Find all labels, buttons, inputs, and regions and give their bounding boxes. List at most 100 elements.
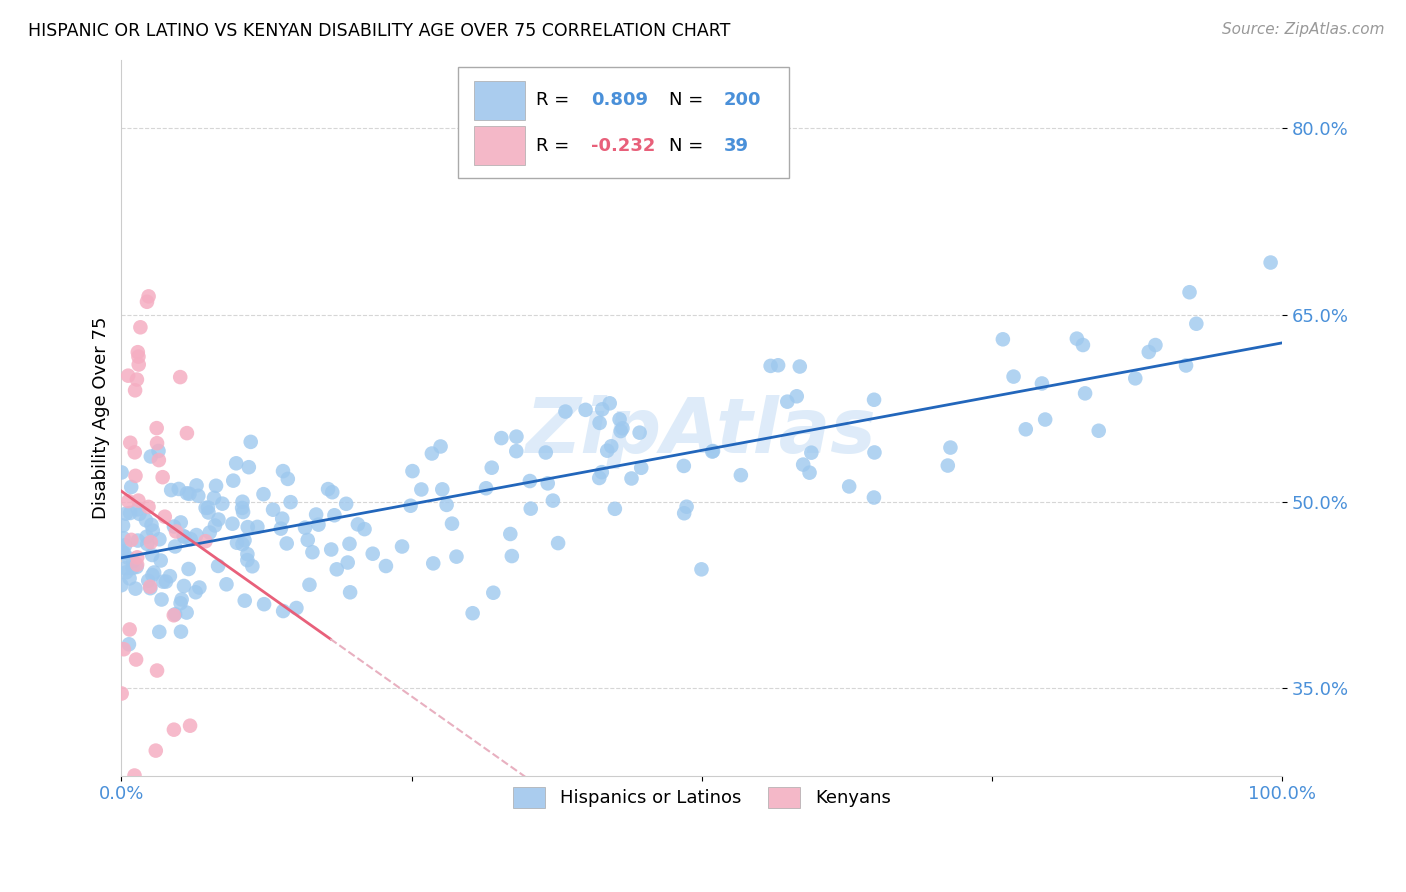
Point: [159, 569, 181, 583]
Point: [165, 524, 187, 539]
Point: [422, 557, 444, 571]
Point: [173, 530, 195, 544]
Point: [863, 392, 886, 407]
Point: [374, 559, 396, 574]
Point: [118, 637, 141, 651]
Point: [205, 479, 228, 493]
Point: [240, 559, 263, 574]
Point: [167, 482, 190, 496]
Point: [588, 416, 610, 430]
Point: [117, 551, 139, 566]
Point: [481, 460, 503, 475]
Point: [124, 445, 146, 459]
Point: [207, 558, 229, 573]
Point: [145, 421, 167, 435]
Point: [117, 494, 139, 508]
Point: [766, 358, 789, 372]
Point: [323, 508, 346, 523]
Point: [501, 549, 523, 563]
Point: [1260, 255, 1282, 269]
Point: [118, 623, 141, 637]
Point: [236, 547, 259, 561]
Point: [136, 574, 159, 588]
Point: [136, 294, 159, 309]
Point: [838, 479, 860, 493]
Point: [125, 652, 148, 666]
Point: [253, 597, 276, 611]
Point: [236, 520, 259, 534]
Point: [541, 493, 564, 508]
Point: [1087, 424, 1109, 438]
Point: [440, 516, 463, 531]
Y-axis label: Disability Age Over 75: Disability Age Over 75: [93, 317, 110, 519]
Point: [127, 550, 149, 565]
Point: [231, 537, 253, 551]
Point: [789, 359, 811, 374]
FancyBboxPatch shape: [458, 67, 789, 178]
Point: [612, 421, 634, 435]
Point: [232, 505, 254, 519]
Point: [236, 553, 259, 567]
Point: [702, 444, 724, 458]
Point: [547, 536, 569, 550]
Point: [1137, 345, 1160, 359]
Point: [499, 527, 522, 541]
Point: [115, 566, 138, 580]
Point: [482, 586, 505, 600]
Point: [475, 481, 498, 495]
Point: [180, 533, 202, 547]
Point: [127, 493, 149, 508]
Point: [146, 664, 169, 678]
Point: [188, 581, 211, 595]
Point: [124, 384, 146, 398]
Point: [129, 320, 152, 334]
Point: [335, 497, 357, 511]
Point: [554, 404, 576, 418]
Point: [114, 561, 136, 575]
Point: [127, 558, 149, 572]
Point: [128, 507, 150, 521]
Point: [150, 592, 173, 607]
Text: R =: R =: [536, 136, 569, 154]
Point: [170, 624, 193, 639]
Point: [148, 444, 170, 458]
Point: [204, 518, 226, 533]
Point: [702, 444, 724, 458]
Point: [149, 553, 172, 567]
Text: HISPANIC OR LATINO VS KENYAN DISABILITY AGE OVER 75 CORRELATION CHART: HISPANIC OR LATINO VS KENYAN DISABILITY …: [28, 22, 731, 40]
Point: [1033, 412, 1056, 426]
Point: [127, 350, 149, 364]
FancyBboxPatch shape: [474, 81, 526, 120]
Point: [187, 489, 209, 503]
Point: [125, 560, 148, 574]
Point: [316, 482, 339, 496]
Legend: Hispanics or Latinos, Kenyans: Hispanics or Latinos, Kenyans: [503, 778, 900, 816]
Point: [534, 445, 557, 459]
Point: [1066, 332, 1088, 346]
Point: [239, 434, 262, 449]
Point: [186, 528, 208, 542]
Point: [177, 562, 200, 576]
Point: [863, 491, 886, 505]
Point: [141, 568, 163, 582]
Point: [231, 494, 253, 508]
Point: [609, 412, 631, 426]
Point: [124, 582, 146, 596]
Point: [391, 540, 413, 554]
Point: [111, 544, 134, 558]
Point: [169, 370, 191, 384]
Point: [194, 534, 217, 549]
Point: [176, 426, 198, 441]
Point: [603, 501, 626, 516]
Point: [179, 487, 201, 501]
Point: [186, 478, 208, 492]
Point: [111, 466, 134, 480]
Point: [1144, 338, 1167, 352]
Point: [326, 562, 349, 576]
Point: [165, 540, 187, 554]
Point: [276, 536, 298, 550]
Point: [353, 522, 375, 536]
Point: [146, 436, 169, 450]
Point: [160, 483, 183, 497]
Point: [298, 578, 321, 592]
